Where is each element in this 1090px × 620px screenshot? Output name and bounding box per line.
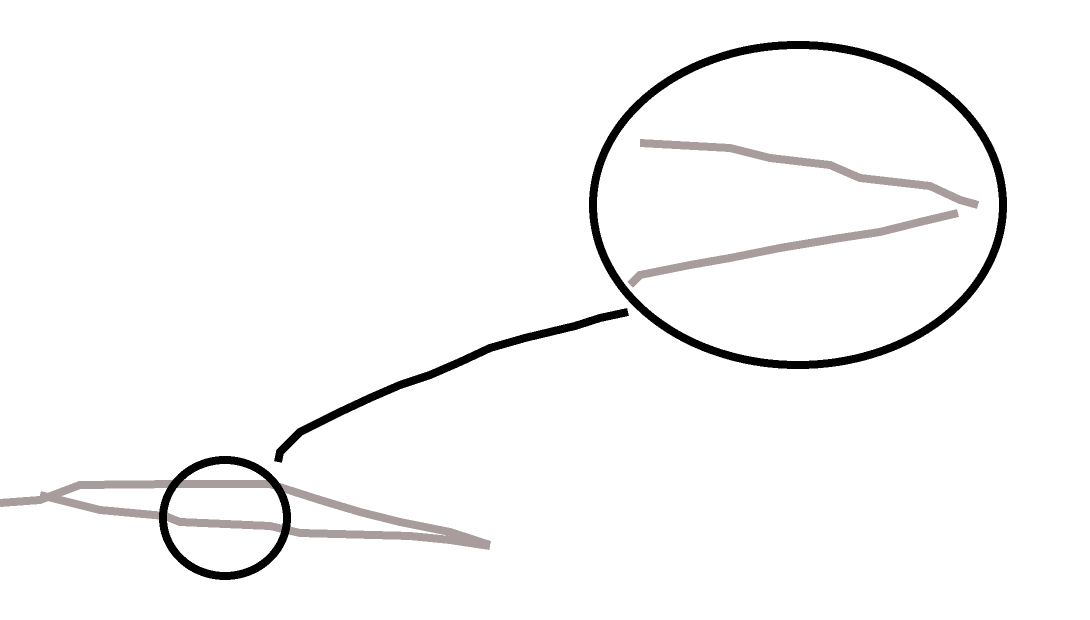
small-shading-lower-stroke xyxy=(39,491,491,550)
large-circle-shading xyxy=(627,139,980,288)
connecting-line xyxy=(274,308,629,463)
small-circle-shading xyxy=(0,480,492,550)
large-circle xyxy=(589,41,1007,369)
small-shading-upper-stroke xyxy=(0,480,492,549)
large-shading-lower-stroke xyxy=(627,209,959,288)
large-shading-upper-stroke xyxy=(639,139,980,209)
small-circle xyxy=(159,456,291,580)
